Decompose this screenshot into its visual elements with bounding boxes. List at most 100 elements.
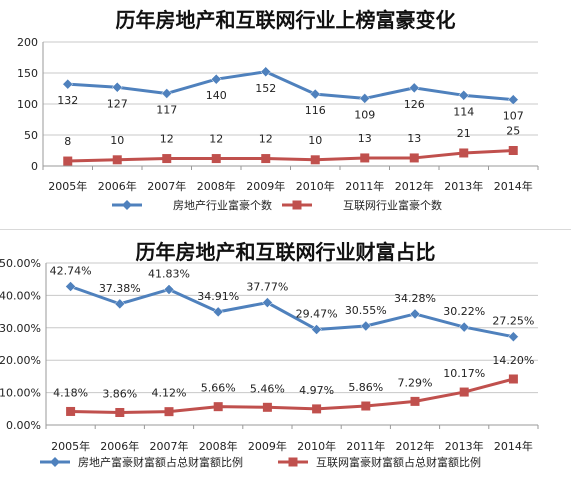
- data-label: 3.86%: [102, 387, 137, 400]
- x-tick-label: 2014年: [494, 179, 533, 193]
- data-point: [161, 88, 173, 99]
- data-point: [459, 148, 469, 158]
- data-point: [312, 404, 322, 414]
- data-point: [63, 156, 73, 166]
- data-point: [409, 153, 419, 163]
- legend-label: 互联网行业富豪个数: [343, 198, 442, 212]
- legend-swatch-marker: [292, 200, 302, 210]
- y-tick-label: 40.00%: [0, 289, 41, 302]
- data-label: 29.47%: [296, 308, 338, 321]
- data-point: [262, 297, 273, 308]
- data-point: [163, 284, 175, 295]
- x-tick-label: 2012年: [396, 439, 435, 453]
- data-label: 41.83%: [148, 267, 190, 280]
- data-label: 107: [503, 110, 524, 123]
- x-tick-label: 2013年: [445, 439, 484, 453]
- data-label: 7.29%: [398, 376, 433, 389]
- data-point: [213, 402, 223, 412]
- x-tick-label: 2007年: [147, 179, 186, 193]
- y-tick-label: 10.00%: [0, 387, 41, 400]
- x-tick-label: 2010年: [296, 179, 335, 193]
- data-point: [211, 154, 221, 164]
- data-label: 34.28%: [394, 292, 436, 305]
- data-point: [311, 324, 322, 335]
- data-label: 25: [506, 125, 520, 138]
- data-point: [65, 281, 76, 292]
- y-tick-label: 200: [17, 36, 38, 49]
- data-label: 5.46%: [250, 382, 285, 395]
- data-label: 12: [160, 133, 174, 146]
- data-label: 34.91%: [197, 290, 239, 303]
- x-tick-label: 2010年: [297, 439, 336, 453]
- x-tick-label: 2005年: [48, 179, 87, 193]
- x-tick-label: 2011年: [346, 439, 385, 453]
- data-point: [359, 93, 371, 104]
- data-label: 10.17%: [443, 367, 485, 380]
- data-label: 5.66%: [201, 382, 236, 395]
- data-label: 37.77%: [246, 281, 288, 294]
- data-point: [262, 402, 272, 412]
- data-label: 114: [453, 105, 474, 118]
- series-line: [70, 377, 514, 414]
- x-tick-label: 2008年: [197, 179, 236, 193]
- x-tick-label: 2011年: [345, 179, 384, 193]
- data-point: [409, 308, 421, 320]
- data-point: [111, 81, 123, 93]
- chart-rich-count: 历年房地产和互联网行业上榜富豪变化 0 50 100 150 200 2005年 2006年…: [0, 0, 571, 230]
- data-label: 12: [259, 133, 273, 146]
- y-tick-label: 50.00%: [0, 257, 41, 270]
- y-tick-label: 0: [31, 160, 38, 173]
- data-label: 10: [308, 134, 322, 147]
- y-tick-label: 100: [17, 98, 38, 111]
- data-label: 12: [209, 133, 223, 146]
- chart-wealth-share-plot: 0.00% 10.00% 20.00% 30.00% 40.00% 50.00% 2005年…: [0, 257, 539, 469]
- data-label: 8: [64, 135, 71, 148]
- data-point: [507, 94, 519, 106]
- legend-label: 房地产富豪财富额占总财富额比例: [78, 455, 243, 469]
- data-point: [360, 320, 372, 332]
- series-line: [67, 70, 514, 102]
- data-point: [162, 154, 172, 164]
- y-tick-label: 0.00%: [6, 419, 41, 432]
- data-point: [114, 298, 126, 310]
- data-label: 14.20%: [492, 354, 534, 367]
- data-point: [164, 407, 174, 417]
- data-point: [261, 154, 271, 164]
- data-point: [458, 89, 470, 101]
- x-tick-label: 2009年: [246, 179, 285, 193]
- data-label: 152: [255, 82, 276, 95]
- data-point: [115, 407, 125, 417]
- data-label: 10: [110, 134, 124, 147]
- x-tick-label: 2005年: [51, 439, 90, 453]
- x-tick-label: 2006年: [100, 439, 139, 453]
- data-point: [210, 73, 222, 85]
- data-point: [508, 374, 518, 384]
- x-tick-label: 2007年: [150, 439, 189, 453]
- data-point: [260, 66, 272, 78]
- data-label: 116: [305, 104, 326, 117]
- data-point: [408, 82, 420, 94]
- x-tick-label: 2008年: [199, 439, 238, 453]
- data-point: [361, 401, 371, 411]
- data-label: 37.38%: [99, 282, 141, 295]
- data-label: 140: [206, 89, 227, 102]
- data-label: 42.74%: [50, 265, 92, 278]
- x-tick-label: 2014年: [494, 439, 533, 453]
- x-tick-label: 2013年: [444, 179, 483, 193]
- chart-title: 历年房地产和互联网行业上榜富豪变化: [115, 8, 456, 32]
- data-label: 117: [156, 103, 177, 116]
- legend-swatch-marker: [122, 200, 132, 210]
- data-label: 27.25%: [492, 315, 534, 328]
- data-label: 4.97%: [299, 384, 334, 397]
- x-tick-label: 2006年: [98, 179, 137, 193]
- data-point: [310, 155, 320, 165]
- legend-label: 房地产行业富豪个数: [173, 198, 272, 212]
- data-point: [66, 406, 76, 416]
- y-tick-label: 50: [24, 129, 38, 142]
- data-label: 132: [57, 94, 78, 107]
- data-point: [459, 387, 469, 397]
- data-point: [508, 146, 518, 155]
- y-tick-label: 150: [17, 67, 38, 80]
- x-tick-label: 2009年: [248, 439, 287, 453]
- data-label: 127: [107, 97, 128, 110]
